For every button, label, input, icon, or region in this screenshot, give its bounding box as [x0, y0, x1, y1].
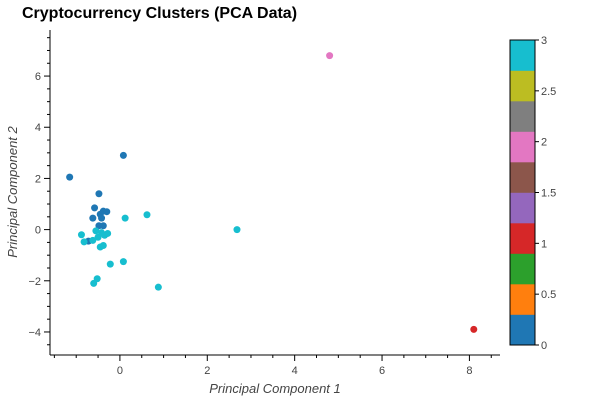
data-point — [121, 214, 129, 222]
data-point — [90, 279, 98, 287]
scatter-points — [66, 52, 478, 333]
data-point — [103, 208, 111, 216]
data-point — [91, 204, 99, 212]
x-tick-label: 0 — [117, 365, 123, 377]
data-point — [143, 211, 151, 219]
data-point — [104, 229, 112, 237]
data-point — [89, 214, 97, 222]
colorbar-tick-label: 1 — [541, 238, 547, 250]
y-tick-label: 2 — [35, 173, 41, 185]
x-tick-label: 6 — [379, 365, 385, 377]
x-tick-label: 2 — [204, 365, 210, 377]
data-point — [95, 190, 103, 198]
colorbar-segment — [510, 223, 535, 254]
y-tick-label: −4 — [28, 327, 41, 339]
y-axis: −4 −2 0 2 4 6 — [28, 30, 51, 355]
colorbar-segment — [510, 192, 535, 224]
colorbar-tick-label: 2 — [541, 137, 547, 149]
y-tick-label: 6 — [35, 71, 41, 83]
colorbar-tick-label: 0.5 — [541, 289, 556, 301]
data-point — [99, 241, 107, 249]
y-tick-label: 0 — [35, 225, 41, 237]
x-tick-label: 4 — [292, 365, 298, 377]
colorbar-segment — [510, 101, 535, 132]
data-point — [77, 231, 85, 239]
plot-area — [50, 30, 500, 355]
data-point — [233, 226, 241, 234]
data-point — [89, 236, 97, 244]
colorbar-segment — [510, 40, 535, 71]
data-point — [119, 151, 127, 159]
colorbar-tick-label: 2.5 — [541, 86, 556, 98]
data-point — [470, 325, 478, 333]
colorbar-segment — [510, 284, 535, 315]
colorbar-tick-label: 3 — [541, 35, 547, 47]
data-point — [99, 222, 107, 230]
y-tick-label: −2 — [28, 276, 41, 288]
colorbar-segment — [510, 70, 535, 102]
colorbar: 0 0.5 1 1.5 2 2.5 3 — [509, 35, 556, 352]
colorbar-tick-label: 0 — [541, 340, 547, 352]
y-axis-title: Principal Component 2 — [5, 125, 20, 257]
colorbar-tick-label: 1.5 — [541, 188, 556, 200]
colorbar-segment — [510, 162, 535, 193]
data-point — [80, 238, 88, 246]
data-point — [119, 258, 127, 266]
data-point — [106, 260, 114, 268]
data-point — [66, 173, 74, 181]
colorbar-segment — [510, 314, 535, 346]
x-axis-title: Principal Component 1 — [209, 381, 341, 396]
data-point — [98, 214, 106, 222]
colorbar-segment — [510, 253, 535, 285]
data-point — [92, 227, 100, 235]
chart-title: Cryptocurrency Clusters (PCA Data) — [22, 5, 298, 22]
x-axis: 0 2 4 6 8 — [50, 354, 500, 377]
data-point — [326, 52, 334, 60]
data-point — [154, 283, 162, 291]
colorbar-segment — [510, 131, 535, 163]
y-tick-label: 4 — [35, 122, 41, 134]
x-tick-label: 8 — [466, 365, 472, 377]
